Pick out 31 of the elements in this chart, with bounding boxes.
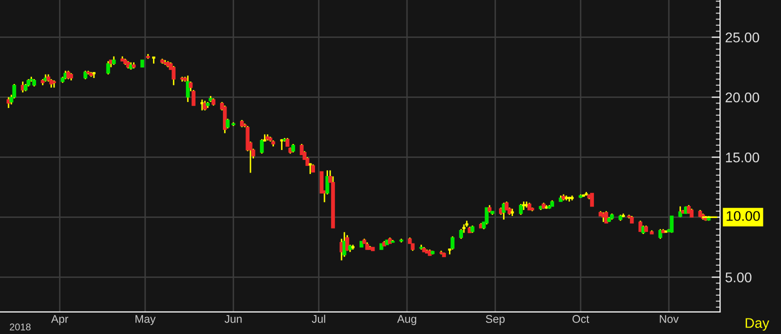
candlestick [226, 118, 230, 130]
y-tick-label: 15.00 [726, 152, 760, 162]
y-tick-label: 20.00 [726, 92, 760, 102]
ref-line-label: 10.00 [726, 211, 760, 221]
candlestick [518, 203, 523, 216]
candlestick [450, 236, 454, 250]
y-tick-label: 25.00 [726, 32, 760, 42]
text: Day [746, 318, 770, 331]
candlestick [106, 60, 110, 76]
x-tick-label: Sep [486, 315, 505, 326]
x-tick-label: Jun [224, 315, 242, 323]
x-tick-label: Jul [312, 314, 326, 323]
candlestick [172, 65, 176, 86]
x-tick-label: May [136, 315, 156, 326]
candlestick [260, 138, 264, 154]
candlestick [670, 215, 674, 234]
candlestick [203, 100, 207, 112]
y-tick-label: 5.00 [726, 272, 752, 282]
candlestick [222, 104, 227, 134]
candlestick [188, 80, 193, 92]
x-tick-label: Aug [397, 315, 416, 326]
candlestick [459, 228, 463, 240]
candlestick [638, 220, 642, 232]
x-tick-label: Oct [572, 315, 590, 323]
candlestick [6, 96, 10, 109]
x-tick-label: Apr [51, 315, 68, 326]
candlestick [320, 170, 324, 194]
x-tick-label: Nov [660, 315, 679, 323]
candlestick [590, 192, 594, 207]
candlestick [186, 74, 190, 103]
text: 2018 [10, 324, 31, 330]
